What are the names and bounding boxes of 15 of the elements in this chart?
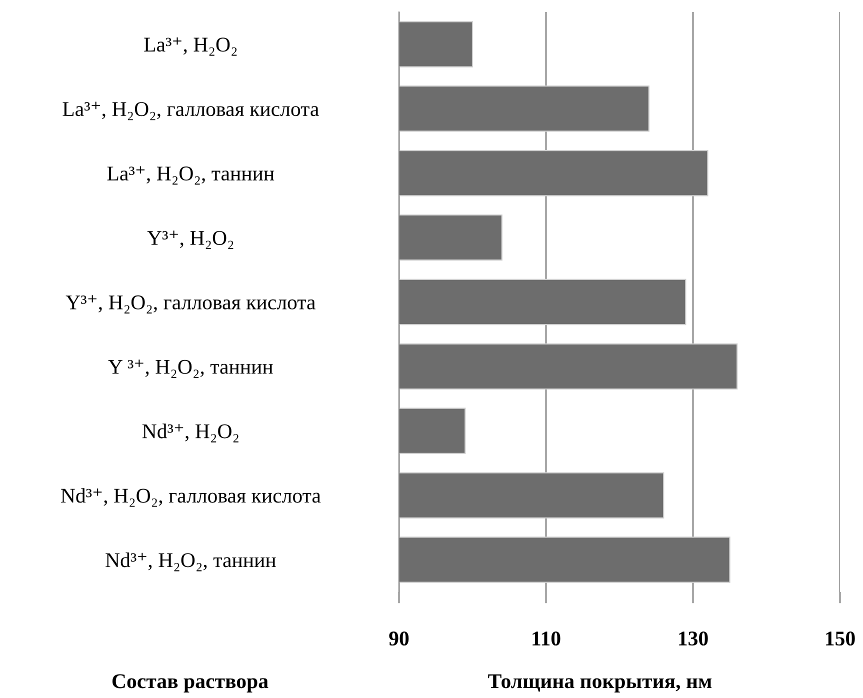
x-tick-label: 130 — [679, 631, 708, 646]
x-tick-label: 150 — [826, 631, 855, 646]
y-tick-label: Nd³⁺, H₂O₂, галловая кислота — [60, 488, 321, 507]
y-tick-label: Y³⁺, H₂O₂ — [147, 230, 234, 250]
y-tick-label: Nd³⁺, H₂O₂, таннин — [106, 552, 276, 572]
y-tick-label: La³⁺, H₂O₂ — [144, 37, 237, 56]
y-tick-label: La³⁺, H₂O₂, галловая кислота — [62, 102, 319, 120]
x-axis-title: Толщина покрытия, нм — [488, 674, 712, 692]
text: Состав раствора — [112, 674, 268, 692]
x-tick-label: 110 — [532, 631, 560, 646]
y-tick-label: Y ³⁺, H₂O₂, таннин — [108, 360, 273, 378]
x-tick-label: 90 — [389, 631, 409, 646]
y-tick-label: Nd³⁺, H₂O₂ — [142, 424, 238, 442]
y-tick-label: La³⁺, H₂O₂, таннин — [107, 166, 274, 185]
y-tick-label: Y³⁺, H₂O₂, галловая кислота — [66, 295, 316, 314]
